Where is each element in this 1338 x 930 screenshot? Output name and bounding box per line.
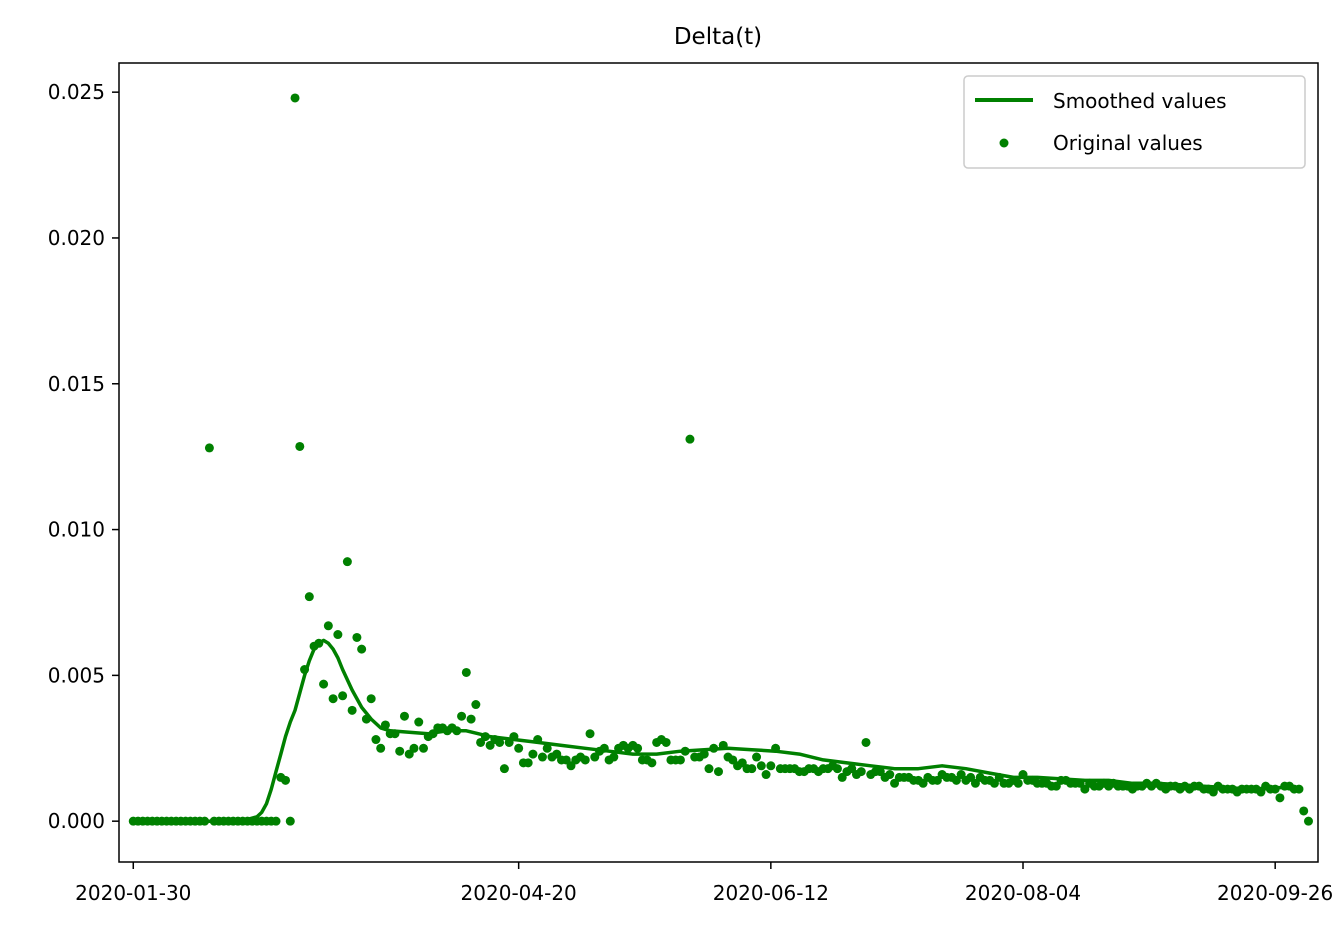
x-tick-label: 2020-04-20 [461, 881, 577, 905]
data-point [399, 711, 409, 721]
data-point [290, 93, 300, 103]
data-point [699, 749, 709, 759]
data-point [304, 592, 314, 602]
data-point [747, 764, 757, 774]
data-point [580, 755, 590, 765]
data-point [1303, 816, 1313, 826]
chart-title: Delta(t) [674, 24, 762, 50]
x-tick-label: 2020-01-30 [75, 881, 191, 905]
data-point [319, 679, 329, 689]
data-point [376, 743, 386, 753]
data-point [419, 743, 429, 753]
data-point [366, 694, 376, 704]
data-point [395, 746, 405, 756]
data-point [271, 816, 281, 826]
legend-label-original: Original values [1053, 131, 1203, 155]
x-tick-label: 2020-06-12 [713, 881, 829, 905]
data-point [371, 735, 381, 745]
data-point [347, 705, 357, 715]
data-point [1299, 806, 1309, 816]
data-point [832, 764, 842, 774]
data-point [357, 644, 367, 654]
data-point [323, 621, 333, 631]
legend: Smoothed values Original values [963, 75, 1306, 169]
data-point [333, 630, 343, 640]
data-point [523, 758, 533, 768]
data-point [338, 691, 348, 701]
y-tick-label: 0.000 [48, 809, 105, 833]
y-tick-label: 0.015 [48, 372, 105, 396]
legend-dot-swatch [999, 138, 1009, 148]
data-point [1275, 793, 1285, 803]
plot-frame [118, 62, 1319, 863]
data-point [647, 758, 657, 768]
data-point [457, 711, 467, 721]
legend-box [963, 75, 1306, 169]
data-point [466, 714, 476, 724]
legend-label-smoothed: Smoothed values [1053, 89, 1227, 113]
data-point [856, 767, 866, 777]
data-point [609, 752, 619, 762]
data-point [885, 770, 895, 780]
data-point [204, 443, 214, 453]
data-point [285, 816, 295, 826]
data-point [499, 764, 509, 774]
data-point [342, 557, 352, 567]
data-point [756, 761, 766, 771]
data-point [414, 717, 424, 727]
data-point [409, 743, 419, 753]
data-point [714, 767, 723, 777]
data-point [685, 434, 695, 444]
data-point [328, 694, 338, 704]
data-point [542, 743, 552, 753]
data-point [704, 764, 714, 774]
data-point [633, 743, 643, 753]
data-point [585, 729, 595, 739]
data-point [461, 667, 471, 677]
data-point [471, 700, 481, 710]
data-point [761, 770, 771, 780]
x-tick-label: 2020-08-04 [965, 881, 1081, 905]
data-point [295, 441, 305, 451]
x-axis: 2020-01-30 2020-04-20 2020-06-12 2020-08-04… [75, 862, 1333, 905]
x-tick-label: 2020-09-26 [1217, 881, 1333, 905]
data-point [661, 737, 671, 747]
y-tick-label: 0.005 [48, 663, 105, 687]
smoothed-line [131, 638, 1301, 823]
data-point [281, 775, 291, 785]
y-tick-label: 0.010 [48, 518, 105, 542]
data-point [537, 752, 547, 762]
data-point [861, 737, 871, 747]
data-point [495, 737, 505, 747]
y-axis: 0.000 0.005 0.010 0.015 0.020 0.025 [48, 80, 119, 833]
data-point [752, 752, 762, 762]
data-point [352, 632, 362, 642]
y-tick-label: 0.020 [48, 226, 105, 250]
smoothed-series [131, 638, 1301, 823]
data-point [528, 749, 538, 759]
data-point [1013, 778, 1023, 788]
data-point [675, 755, 685, 765]
data-point [766, 761, 776, 771]
data-point [514, 743, 524, 753]
y-tick-label: 0.025 [48, 80, 105, 104]
